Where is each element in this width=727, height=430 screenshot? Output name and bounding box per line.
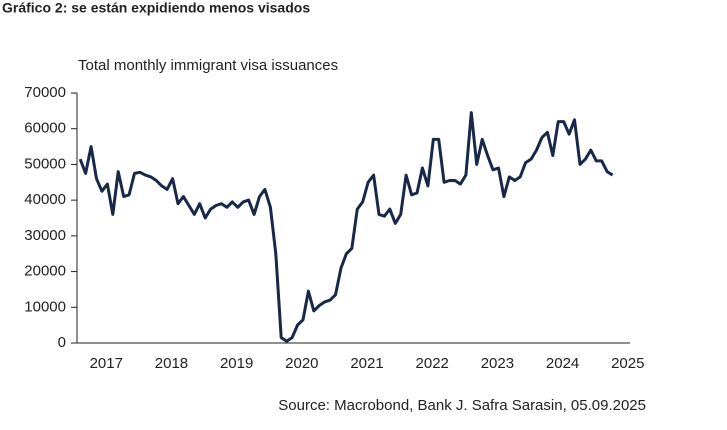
y-tick-label: 40000: [24, 191, 66, 208]
y-tick-label: 20000: [24, 263, 66, 280]
chart-title: Gráfico 2: se están expidiendo menos vis…: [2, 0, 310, 16]
x-tick-label: 2023: [481, 355, 514, 372]
source-note: Source: Macrobond, Bank J. Safra Sarasin…: [278, 397, 646, 414]
x-tick-label: 2018: [155, 355, 188, 372]
y-tick-label: 30000: [24, 227, 66, 244]
x-tick-label: 2024: [546, 355, 579, 372]
chart-subtitle: Total monthly immigrant visa issuances: [78, 57, 338, 74]
y-tick-label: 50000: [24, 155, 66, 172]
y-tick-label: 60000: [24, 120, 66, 137]
y-tick-label: 10000: [24, 298, 66, 315]
y-tick-label: 70000: [24, 84, 66, 101]
x-tick-label: 2019: [220, 355, 253, 372]
x-tick-label: 2021: [350, 355, 383, 372]
x-tick-label: 2022: [416, 355, 449, 372]
x-tick-label: 2020: [285, 355, 318, 372]
y-tick-label: 0: [58, 334, 66, 351]
x-tick-label: 2025: [611, 355, 644, 372]
x-tick-label: 2017: [90, 355, 123, 372]
series-line: [78, 111, 614, 343]
